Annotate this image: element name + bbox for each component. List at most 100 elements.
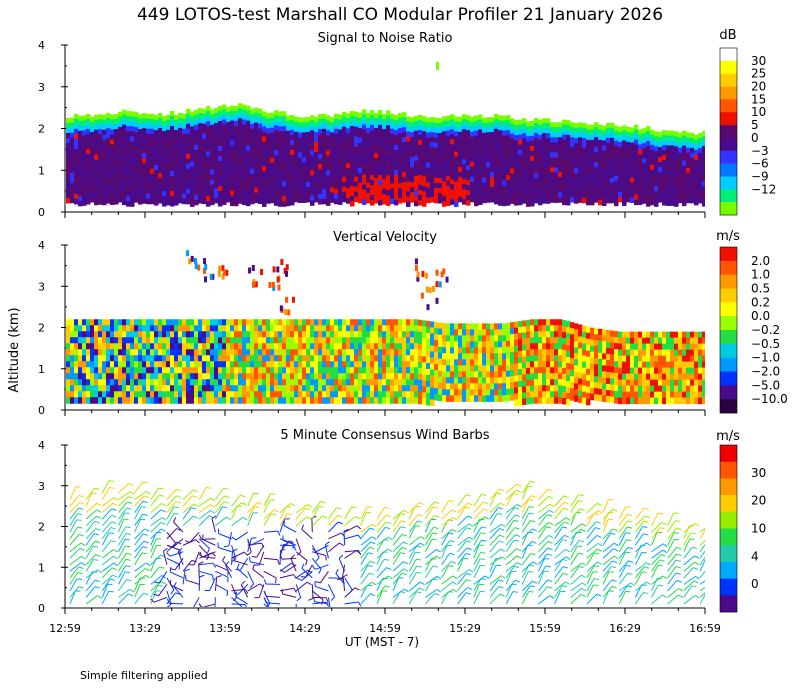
snr-cell <box>466 125 471 131</box>
velocity-cell <box>406 391 411 398</box>
snr-cell <box>554 157 559 163</box>
snr-cell <box>694 194 699 201</box>
snr-cell <box>302 152 307 158</box>
velocity-cell <box>438 370 443 378</box>
snr-cell <box>494 148 499 155</box>
velocity-cell <box>258 373 263 380</box>
snr-cell <box>698 137 703 144</box>
snr-cell <box>142 158 147 164</box>
snr-cell <box>266 118 271 124</box>
velocity-cell <box>494 383 499 390</box>
snr-cell <box>678 157 683 164</box>
velocity-cell <box>390 325 395 332</box>
velocity-cell <box>226 391 231 398</box>
snr-cell <box>650 164 655 171</box>
snr-cell <box>270 172 275 179</box>
velocity-cell <box>98 367 103 374</box>
snr-cell <box>370 130 375 136</box>
snr-cell <box>262 121 267 127</box>
snr-cell <box>454 146 459 152</box>
snr-cell <box>358 127 363 134</box>
snr-cell <box>518 124 523 131</box>
snr-cell <box>450 169 455 175</box>
velocity-cell <box>542 367 547 374</box>
velocity-cell <box>478 383 483 390</box>
velocity-cell <box>646 331 651 339</box>
snr-cell <box>134 162 139 168</box>
snr-cell <box>350 190 355 197</box>
velocity-cell <box>142 385 147 392</box>
velocity-cell <box>318 391 323 398</box>
snr-cell <box>158 183 163 189</box>
velocity-cell <box>110 379 115 386</box>
velocity-cell <box>658 385 663 393</box>
velocity-cell <box>102 331 107 338</box>
velocity-cell <box>482 389 487 396</box>
snr-cell <box>326 190 331 196</box>
snr-cell <box>662 160 667 166</box>
snr-cell <box>558 182 563 188</box>
snr-cell <box>206 156 211 162</box>
velocity-cell <box>210 397 215 404</box>
snr-cell <box>226 151 231 158</box>
snr-cell <box>398 153 403 159</box>
snr-cell <box>482 177 487 184</box>
velocity-cell <box>494 347 499 354</box>
velocity-cell <box>470 353 475 360</box>
velocity-cell <box>322 319 327 326</box>
snr-cell <box>490 156 495 163</box>
snr-cell <box>574 193 579 199</box>
velocity-cell <box>434 352 439 359</box>
snr-cell <box>418 149 423 156</box>
velocity-cell <box>270 325 275 332</box>
snr-cell <box>394 129 399 136</box>
snr-cell <box>322 123 327 130</box>
snr-cell <box>646 176 651 182</box>
velocity-cell <box>114 349 119 356</box>
velocity-cell <box>246 319 251 326</box>
velocity-cell <box>294 397 299 404</box>
snr-cell <box>158 148 163 154</box>
velocity-cell <box>562 325 567 333</box>
snr-cell <box>678 177 683 184</box>
snr-cell <box>626 131 631 138</box>
snr-cell <box>66 167 71 174</box>
velocity-cell <box>478 377 483 384</box>
velocity-cell <box>526 319 531 327</box>
velocity-cell <box>222 325 227 332</box>
snr-cell <box>286 125 291 132</box>
snr-cell <box>670 180 675 186</box>
velocity-cell <box>614 361 619 368</box>
velocity-cell <box>98 361 103 368</box>
snr-cell <box>334 198 339 205</box>
velocity-cell <box>98 343 103 350</box>
velocity-cell <box>166 361 171 368</box>
velocity-cell <box>234 331 239 338</box>
snr-cell <box>282 156 287 162</box>
snr-cell <box>574 158 579 164</box>
velocity-cell <box>502 371 507 378</box>
velocity-cell <box>334 385 339 392</box>
velocity-cell <box>606 395 611 403</box>
velocity-cell <box>298 379 303 386</box>
snr-cell <box>490 161 495 168</box>
velocity-cell <box>550 361 555 368</box>
snr-cell <box>306 121 311 128</box>
snr-cell <box>134 112 139 118</box>
snr-cell <box>518 144 523 151</box>
velocity-cell <box>66 361 71 368</box>
velocity-cell <box>490 353 495 360</box>
velocity-cell <box>522 362 527 369</box>
snr-cell <box>142 198 147 204</box>
snr-cell <box>662 200 667 206</box>
velocity-cell <box>522 356 527 363</box>
snr-cell <box>346 193 351 199</box>
velocity-cell <box>66 391 71 398</box>
snr-cell <box>230 130 235 137</box>
snr-cell <box>618 131 623 138</box>
snr-cell <box>330 117 335 123</box>
snr-cell <box>110 179 115 185</box>
snr-cell <box>470 166 475 173</box>
snr-cell <box>286 185 291 192</box>
snr-cell <box>202 108 207 115</box>
